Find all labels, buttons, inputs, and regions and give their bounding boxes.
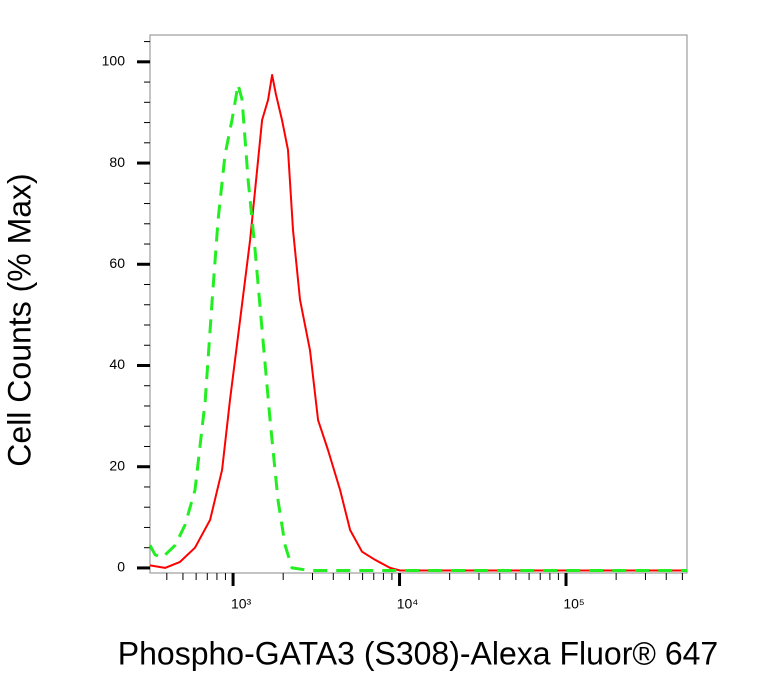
x-tick-label: 10⁴ (397, 596, 419, 612)
x-tick-label: 10⁵ (563, 596, 584, 612)
y-tick-label: 0 (117, 559, 125, 575)
y-tick-label: 40 (109, 356, 125, 372)
y-tick-label: 60 (109, 255, 125, 271)
series-line (149, 74, 687, 572)
y-tick-label: 20 (109, 457, 125, 473)
x-axis-title: Phospho-GATA3 (S308)-Alexa Fluor® 647 (118, 635, 718, 671)
y-tick-label: 100 (102, 53, 126, 69)
y-axis-title: Cell Counts (% Max) (1, 173, 37, 466)
y-tick-label: 80 (109, 154, 125, 170)
plot-frame (149, 34, 688, 574)
x-tick-label: 10³ (231, 596, 252, 612)
series-line (148, 83, 687, 572)
